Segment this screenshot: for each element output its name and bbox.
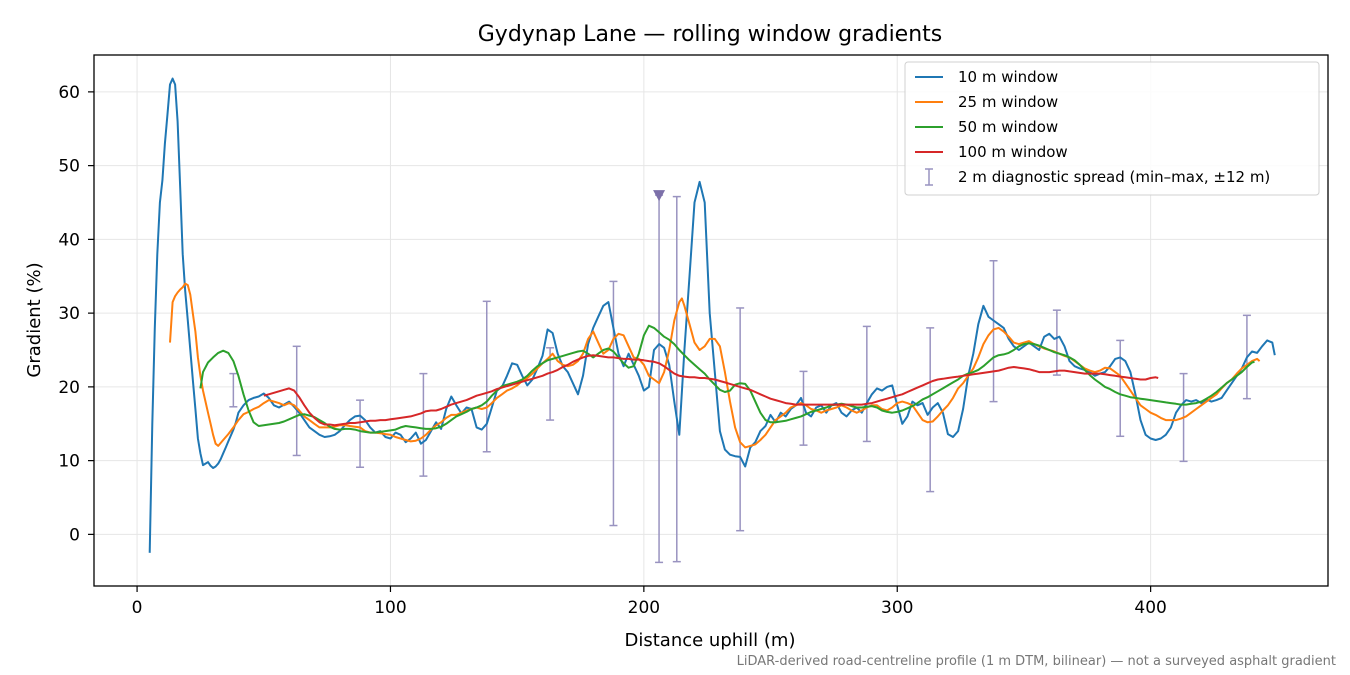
footnote: LiDAR-derived road-centreline profile (1…	[737, 654, 1336, 669]
diagnostic-error-bar	[736, 307, 745, 532]
diagnostic-error-bar	[609, 280, 618, 527]
y-tick-label: 10	[58, 452, 80, 472]
legend-box	[904, 61, 1320, 196]
y-tick-label: 40	[58, 230, 80, 250]
diagnostic-error-bar	[1052, 309, 1061, 376]
legend-label: 10 m window	[958, 68, 1058, 86]
chart-title: Gydynap Lane — rolling window gradients	[478, 22, 943, 47]
legend: 10 m window 25 m window 50 m window 100 m w…	[904, 61, 1320, 196]
diagnostic-error-bar	[229, 372, 238, 408]
diagnostic-error-bar	[672, 195, 681, 563]
diagnostic-error-bar	[292, 345, 301, 457]
diagnostic-error-bar	[1116, 339, 1125, 438]
y-tick-label: 60	[58, 83, 80, 103]
diagnostic-error-bar	[989, 260, 998, 403]
legend-entry: 2 m diagnostic spread (min–max, ±12 m)	[925, 168, 1270, 186]
y-axis-label: Gradient (%)	[24, 262, 45, 377]
x-tick-label: 200	[628, 598, 660, 618]
x-tick-label: 300	[881, 598, 913, 618]
axis-ticks: 0 100 200 300 400 0 10 20 30 40 50 60	[58, 83, 1166, 618]
plot-area	[148, 77, 1276, 564]
legend-label: 2 m diagnostic spread (min–max, ±12 m)	[958, 168, 1270, 186]
x-tick-label: 400	[1134, 598, 1166, 618]
legend-entry: 10 m window	[915, 68, 1058, 86]
plot-frame	[93, 54, 1329, 587]
diagnostic-error-bar	[419, 372, 428, 477]
y-tick-label: 50	[58, 157, 80, 177]
legend-label: 50 m window	[958, 118, 1058, 136]
y-tick-label: 20	[58, 378, 80, 398]
legend-entry: 50 m window	[915, 118, 1058, 136]
legend-label: 25 m window	[958, 93, 1058, 111]
diagnostic-error-bar	[862, 325, 871, 443]
x-tick-label: 100	[374, 598, 406, 618]
series-line-10-m-window	[148, 77, 1276, 553]
legend-label: 100 m window	[958, 143, 1068, 161]
series-line-50-m-window	[199, 324, 1255, 434]
x-tick-label: 0	[132, 598, 143, 618]
legend-entry: 100 m window	[915, 143, 1068, 161]
series-line-100-m-window	[263, 354, 1159, 427]
y-tick-label: 0	[69, 525, 80, 545]
x-axis-label: Distance uphill (m)	[625, 630, 796, 651]
diagnostic-marker-triangle	[653, 190, 666, 202]
y-tick-label: 30	[58, 304, 80, 324]
legend-entry: 25 m window	[915, 93, 1058, 111]
diagnostic-error-bar	[356, 399, 365, 469]
diagnostic-error-bar	[482, 300, 491, 453]
